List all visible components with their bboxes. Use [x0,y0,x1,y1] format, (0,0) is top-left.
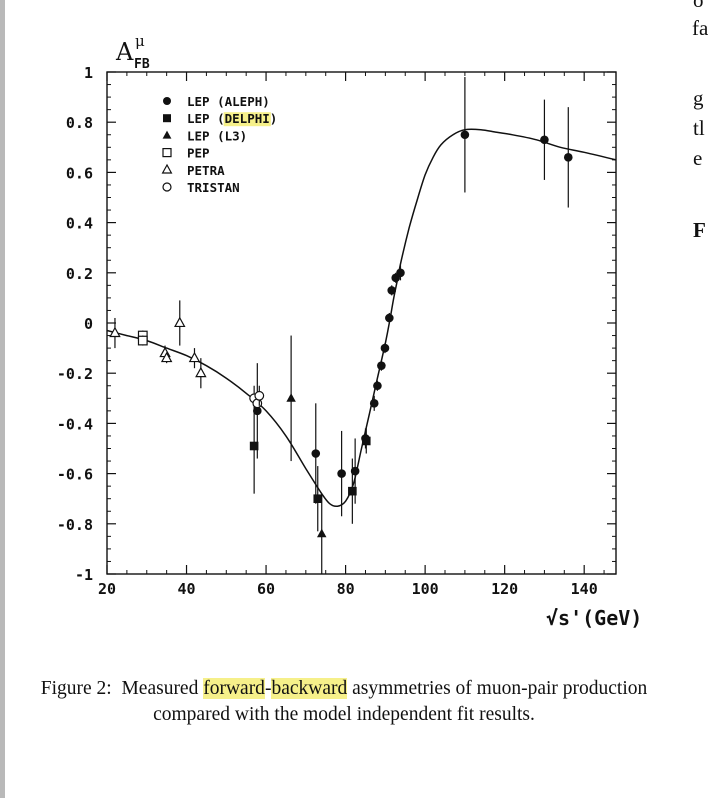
point-lep-aleph [337,469,346,478]
legend-label-pep: PEP [187,146,210,161]
legend-highlight [223,112,271,127]
y-tick-label: -0.8 [57,516,93,534]
right-column-text-5: e [693,146,703,170]
y-tick-label: 0 [84,315,93,333]
y-axis: 1 0.8 0.6 0.4 0.2 0 -0.2 -0.4 -0.6 -0.8 -1 [57,64,616,584]
legend: LEP (ALEPH) LEP (DELPHI) LEP (L3) PEP PETRA T… [161,94,277,195]
point-lep-l3 [317,528,327,538]
legend-marker-lep-delphi [163,114,171,123]
point-petra [160,351,173,363]
asymmetry-chart: 1 0.8 0.6 0.4 0.2 0 -0.2 -0.4 -0.6 -0.8 -1 20 40 60 8… [57,32,642,630]
x-tick-label: 100 [412,580,439,598]
point-tristan [254,390,265,401]
legend-marker-tristan [162,182,172,192]
point-lep-aleph [311,449,321,458]
y-tick-label: -0.4 [57,415,93,433]
figure-caption: Figure 2: Measured forward-backward asym… [40,676,648,728]
y-axis-title: A [115,38,134,66]
legend-label-lep-delphi: LEP (DELPHI) [187,111,277,126]
point-petra [109,326,121,338]
y-axis-title-sup: μ [135,32,145,50]
point-lep-aleph [369,399,379,408]
point-lep-aleph [460,130,470,140]
data-points-layer [109,77,573,574]
x-axis: 20 40 60 80 100 120 140 [98,72,605,598]
point-pep [137,335,148,346]
x-tick-label: 40 [178,580,196,598]
point-lep-delphi [249,441,259,451]
caption-suffix: asymmetries of muon-pair production comp… [153,678,648,725]
caption-prefix: Figure 2: Measured [40,678,204,699]
x-tick-label: 80 [337,580,355,598]
legend-label-petra: PETRA [187,163,225,178]
x-tick-label: 20 [98,580,116,598]
point-lep-delphi [348,486,357,496]
fit-curve-layer [106,128,617,508]
point-lep-delphi [313,494,323,503]
y-tick-label: 0.6 [66,164,93,182]
legend-marker-lep-aleph [163,97,171,105]
y-tick-label: -0.6 [57,466,93,484]
point-lep-delphi [361,436,371,446]
point-lep-aleph [350,466,360,476]
legend-marker-lep-l3 [162,130,172,139]
y-tick-label: 1 [84,64,93,82]
x-tick-label: 120 [491,580,518,598]
legend-marker-petra [161,163,173,174]
x-tick-label: 60 [257,580,275,598]
legend-label-lep-aleph: LEP (ALEPH) [187,94,270,109]
right-column-text-2: fa [692,16,708,40]
page-edge [0,0,5,798]
legend-label-tristan: TRISTAN [187,180,240,195]
right-column-text-4: tl [693,116,705,140]
point-lep-aleph [377,361,386,370]
point-lep-aleph [563,153,573,162]
y-axis-title-sub: FB [134,57,150,72]
point-lep-l3 [286,393,296,402]
point-petra [195,366,207,378]
point-lep-aleph [396,268,405,278]
caption-highlight-forward: forward [203,678,265,699]
legend-label-lep-l3: LEP (L3) [187,128,247,143]
point-petra [188,351,201,363]
point-petra [174,316,186,328]
caption-highlight-backward: backward [271,678,348,699]
point-lep-aleph [380,343,390,353]
y-tick-label: -0.2 [57,365,93,383]
plot-border [106,71,617,575]
right-column-text-6: F [693,218,706,242]
y-tick-label: 0.8 [66,114,93,132]
caption-hyphen: - [264,678,272,699]
plot-frame [106,71,617,575]
fit-curve [106,128,617,508]
y-tick-label: 0.4 [66,215,93,233]
y-tick-label: -1 [75,566,93,584]
point-lep-aleph [373,381,382,391]
y-tick-label: 0.2 [66,265,93,283]
x-axis-title: √s'(GeV) [546,606,642,630]
right-column-text-1: o [693,0,704,12]
legend-marker-pep [162,148,172,158]
point-lep-aleph [540,135,549,145]
point-lep-aleph [387,286,397,295]
right-column-text-3: g [693,86,704,110]
point-lep-aleph [385,313,394,323]
x-tick-label: 140 [571,580,598,598]
